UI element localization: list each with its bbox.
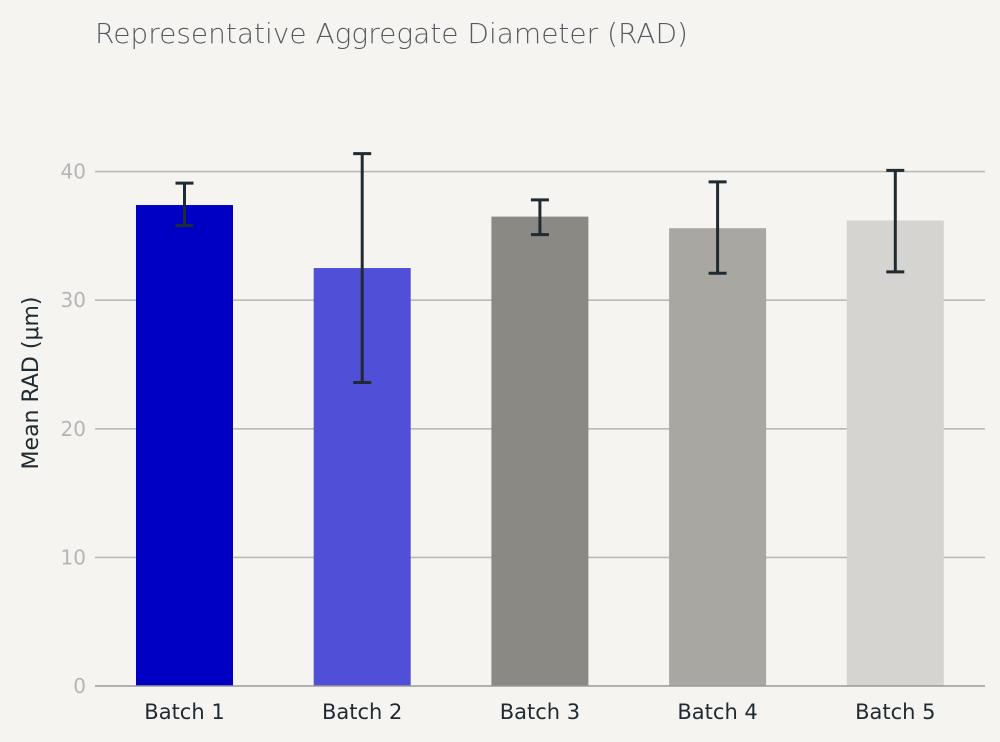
y-tick-label: 40 xyxy=(61,160,86,184)
bar-batch-1 xyxy=(136,205,233,686)
x-tick-label: Batch 5 xyxy=(855,700,935,724)
x-tick-label: Batch 2 xyxy=(322,700,402,724)
bar-batch-3 xyxy=(491,216,589,687)
error-bar-batch-5 xyxy=(886,168,905,274)
y-tick-label: 30 xyxy=(61,288,86,312)
chart-title: Representative Aggregate Diameter (RAD) xyxy=(95,17,688,50)
y-axis-label: Mean RAD (μm) xyxy=(19,297,44,470)
x-tick-label: Batch 4 xyxy=(677,700,757,724)
bars xyxy=(136,205,944,687)
y-tick-label: 10 xyxy=(61,545,86,569)
error-bar-batch-4 xyxy=(708,180,727,275)
error-bars xyxy=(175,152,905,385)
y-tick-labels: 0 10 20 30 40 xyxy=(61,160,86,698)
y-tick-label: 0 xyxy=(73,674,86,698)
x-tick-label: Batch 1 xyxy=(144,700,224,724)
error-bar-batch-1 xyxy=(175,181,194,228)
bar-batch-5 xyxy=(846,220,944,686)
x-tick-label: Batch 3 xyxy=(500,700,580,724)
bar-batch-4 xyxy=(669,228,767,686)
y-tick-label: 20 xyxy=(61,417,86,441)
error-bar-batch-2 xyxy=(353,152,372,385)
x-tick-labels: Batch 1 Batch 2 Batch 3 Batch 4 Batch 5 xyxy=(144,700,935,724)
error-bar-batch-3 xyxy=(530,198,549,237)
